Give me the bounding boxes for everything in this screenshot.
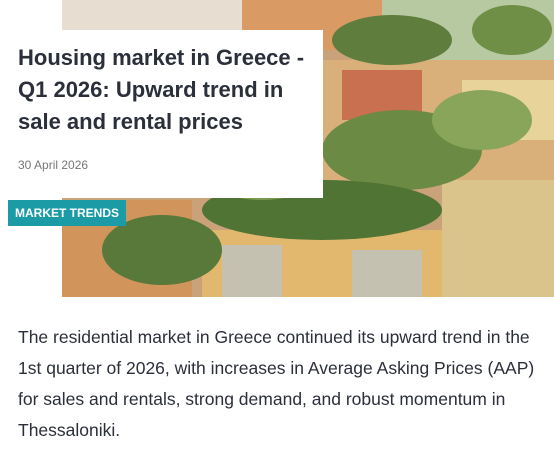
article-date: 30 April 2026 (18, 158, 89, 172)
category-tag[interactable]: MARKET TRENDS (8, 200, 126, 226)
article-title[interactable]: Housing market in Greece - Q1 2026: Upwa… (18, 45, 305, 134)
title-card: Housing market in Greece - Q1 2026: Upwa… (8, 30, 323, 198)
hero-photo (62, 0, 554, 297)
article-excerpt: The residential market in Greece continu… (18, 327, 535, 440)
